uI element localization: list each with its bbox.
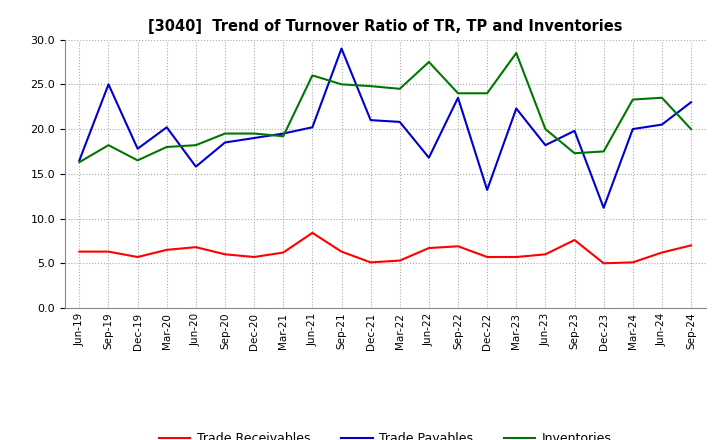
Legend: Trade Receivables, Trade Payables, Inventories: Trade Receivables, Trade Payables, Inven… bbox=[154, 427, 616, 440]
Inventories bbox=[75, 160, 84, 165]
Trade Payables bbox=[133, 146, 142, 151]
Trade Payables bbox=[395, 119, 404, 125]
Trade Receivables bbox=[657, 250, 666, 255]
Inventories bbox=[220, 131, 229, 136]
Trade Payables bbox=[366, 117, 375, 123]
Inventories bbox=[279, 134, 287, 139]
Trade Payables bbox=[250, 136, 258, 141]
Trade Receivables bbox=[104, 249, 113, 254]
Trade Payables bbox=[657, 122, 666, 127]
Trade Receivables bbox=[220, 252, 229, 257]
Trade Payables bbox=[687, 99, 696, 105]
Trade Receivables bbox=[366, 260, 375, 265]
Trade Payables bbox=[75, 158, 84, 163]
Trade Receivables bbox=[687, 243, 696, 248]
Line: Inventories: Inventories bbox=[79, 53, 691, 162]
Trade Receivables bbox=[308, 230, 317, 235]
Inventories bbox=[366, 84, 375, 89]
Trade Receivables bbox=[163, 247, 171, 253]
Trade Payables bbox=[454, 95, 462, 100]
Trade Receivables bbox=[454, 244, 462, 249]
Inventories bbox=[395, 86, 404, 92]
Inventories bbox=[308, 73, 317, 78]
Trade Payables bbox=[599, 205, 608, 210]
Trade Payables bbox=[570, 128, 579, 133]
Trade Payables bbox=[308, 125, 317, 130]
Trade Receivables bbox=[250, 254, 258, 260]
Inventories bbox=[454, 91, 462, 96]
Trade Receivables bbox=[425, 246, 433, 251]
Trade Payables bbox=[337, 46, 346, 51]
Trade Payables bbox=[163, 125, 171, 130]
Trade Receivables bbox=[483, 254, 492, 260]
Inventories bbox=[599, 149, 608, 154]
Inventories bbox=[512, 50, 521, 55]
Title: [3040]  Trend of Turnover Ratio of TR, TP and Inventories: [3040] Trend of Turnover Ratio of TR, TP… bbox=[148, 19, 623, 34]
Inventories bbox=[250, 131, 258, 136]
Inventories bbox=[483, 91, 492, 96]
Trade Receivables bbox=[570, 237, 579, 242]
Trade Receivables bbox=[629, 260, 637, 265]
Trade Payables bbox=[425, 155, 433, 160]
Trade Payables bbox=[483, 187, 492, 193]
Inventories bbox=[687, 126, 696, 132]
Inventories bbox=[192, 143, 200, 148]
Trade Receivables bbox=[512, 254, 521, 260]
Trade Receivables bbox=[395, 258, 404, 263]
Trade Payables bbox=[220, 140, 229, 145]
Trade Payables bbox=[279, 131, 287, 136]
Inventories bbox=[541, 126, 550, 132]
Trade Receivables bbox=[192, 245, 200, 250]
Line: Trade Receivables: Trade Receivables bbox=[79, 233, 691, 263]
Trade Receivables bbox=[337, 249, 346, 254]
Trade Payables bbox=[192, 164, 200, 169]
Trade Payables bbox=[541, 143, 550, 148]
Inventories bbox=[337, 82, 346, 87]
Inventories bbox=[425, 59, 433, 65]
Trade Receivables bbox=[75, 249, 84, 254]
Line: Trade Payables: Trade Payables bbox=[79, 48, 691, 208]
Trade Payables bbox=[512, 106, 521, 111]
Inventories bbox=[104, 143, 113, 148]
Trade Receivables bbox=[599, 260, 608, 266]
Trade Receivables bbox=[541, 252, 550, 257]
Inventories bbox=[163, 144, 171, 150]
Trade Payables bbox=[629, 126, 637, 132]
Trade Receivables bbox=[133, 254, 142, 260]
Inventories bbox=[133, 158, 142, 163]
Inventories bbox=[657, 95, 666, 100]
Trade Payables bbox=[104, 82, 113, 87]
Inventories bbox=[570, 150, 579, 156]
Inventories bbox=[629, 97, 637, 102]
Trade Receivables bbox=[279, 250, 287, 255]
